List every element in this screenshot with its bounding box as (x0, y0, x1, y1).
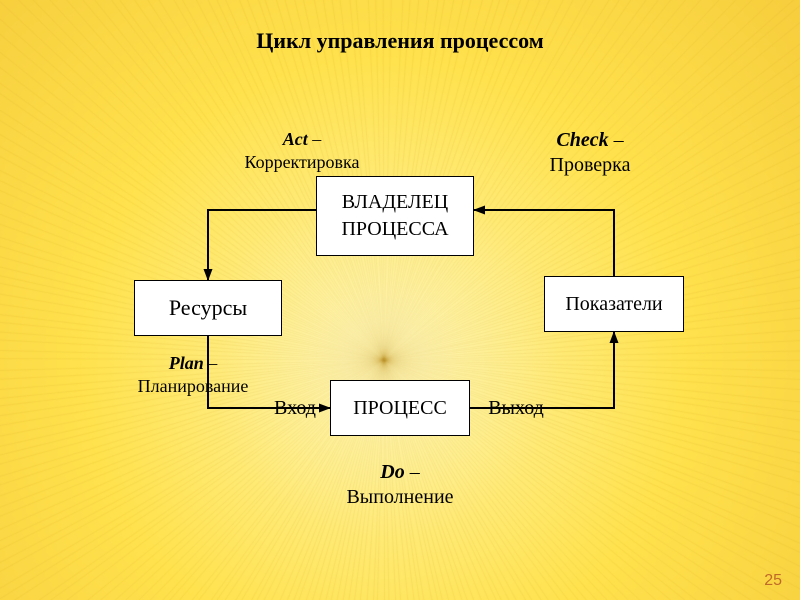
label-check: Check –Проверка (500, 128, 680, 178)
label-plan: Plan –Планирование (108, 352, 278, 397)
diagram-stage: Цикл управления процессом Act –Корректир… (0, 0, 800, 600)
label-do: Do –Выполнение (310, 460, 490, 510)
label-act: Act –Корректировка (212, 128, 392, 173)
page-number: 25 (764, 572, 782, 590)
label-input: Вход (260, 396, 330, 421)
page-title: Цикл управления процессом (0, 28, 800, 54)
node-indicators: Показатели (544, 276, 684, 332)
node-owner: ВЛАДЕЛЕЦПРОЦЕССА (316, 176, 474, 256)
label-output: Выход (476, 396, 556, 421)
node-process: ПРОЦЕСС (330, 380, 470, 436)
node-resources: Ресурсы (134, 280, 282, 336)
